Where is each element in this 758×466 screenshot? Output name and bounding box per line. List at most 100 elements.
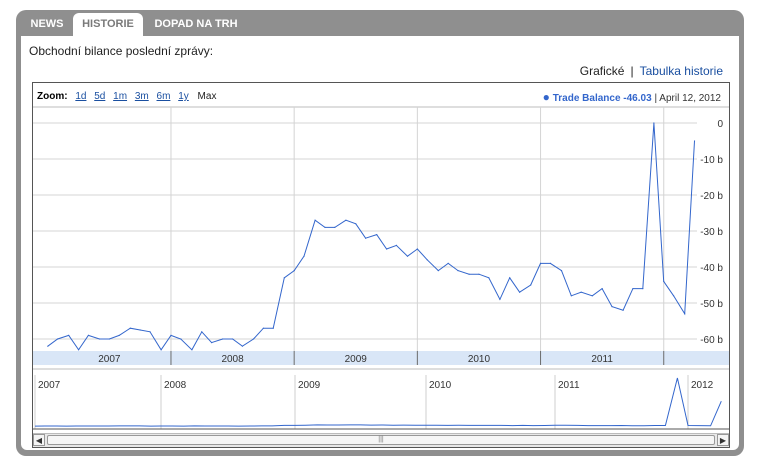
zoom-1d[interactable]: 1d: [75, 91, 87, 102]
data-point: [468, 273, 470, 275]
data-point: [365, 237, 367, 239]
data-point: [693, 140, 696, 142]
history-panel: Obchodní bilance poslední zprávy: Grafic…: [21, 36, 739, 450]
data-point: [139, 329, 141, 331]
navigator-tick-label: 2010: [429, 380, 452, 391]
navigator-tick-label: 2007: [38, 380, 61, 391]
data-point: [149, 331, 151, 333]
grip-icon: |||: [378, 436, 384, 443]
legend-date: April 12, 2012: [659, 93, 721, 104]
data-point: [118, 334, 120, 336]
chevron-right-icon: ▶: [719, 436, 727, 445]
zoom-1y[interactable]: 1y: [178, 91, 189, 102]
x-tick-label: 2010: [468, 354, 491, 365]
data-point: [252, 338, 255, 340]
data-point: [509, 277, 511, 279]
zoom-max[interactable]: Max: [197, 91, 217, 102]
data-point: [395, 244, 398, 246]
navigator-tick-label: 2009: [298, 380, 321, 391]
x-tick-label: 2009: [345, 354, 368, 365]
x-tick-label: 2008: [221, 354, 244, 365]
data-point: [457, 270, 459, 272]
data-point: [570, 295, 572, 297]
navigator-tick-label: 2008: [164, 380, 187, 391]
y-tick-label: -20 b: [700, 191, 723, 202]
data-point: [324, 226, 326, 228]
navigator-line: [34, 377, 722, 427]
tab-news[interactable]: NEWS: [30, 18, 64, 30]
data-point: [580, 291, 582, 293]
data-point: [684, 313, 686, 315]
data-point: [549, 262, 552, 264]
tab-historie[interactable]: HISTORIE: [73, 13, 143, 36]
zoom-label: Zoom:: [37, 91, 68, 102]
chart-container: 0 -10 b -20 b -30 b -40 b -50 b -60 b 2007 2008 2…: [32, 82, 730, 448]
y-tick-label: -10 b: [700, 155, 723, 166]
y-tick-label: -50 b: [700, 299, 723, 310]
data-point: [632, 288, 634, 290]
scroll-left-button[interactable]: ◀: [33, 434, 45, 446]
legend-separator: |: [654, 93, 658, 104]
widget-frame: NEWS HISTORIE DOPAD NA TRH Obchodní bila…: [16, 10, 744, 456]
legend-series: Trade Balance -46.03: [552, 93, 652, 104]
y-tick-label: 0: [717, 119, 723, 130]
scroll-right-button[interactable]: ▶: [717, 434, 729, 446]
data-point: [272, 327, 274, 329]
zoom-1m[interactable]: 1m: [113, 91, 128, 102]
data-point: [437, 270, 439, 272]
data-point: [98, 338, 101, 340]
chart-scrollbar[interactable]: ◀ ||| ▶: [33, 433, 729, 447]
panel-heading: Obchodní bilance poslední zprávy:: [29, 44, 214, 58]
data-point: [231, 338, 234, 340]
data-point: [385, 248, 388, 250]
data-point: [87, 334, 90, 336]
view-switch: Grafické | Tabulka historie: [580, 64, 723, 78]
data-point: [191, 349, 193, 351]
data-point: [180, 338, 182, 340]
data-point: [611, 306, 613, 308]
data-point: [355, 223, 357, 225]
navigator-tick-label: 2012: [691, 380, 714, 391]
data-point: [293, 270, 295, 272]
data-point: [160, 349, 162, 351]
data-point: [170, 334, 172, 336]
x-tick-label: 2011: [591, 354, 613, 365]
zoom-5d[interactable]: 5d: [94, 91, 106, 102]
trade-balance-chart[interactable]: 0 -10 b -20 b -30 b -40 b -50 b -60 b 2007 2008 2…: [33, 83, 729, 447]
data-point: [601, 288, 603, 290]
data-point: [560, 270, 563, 272]
data-point: [672, 295, 675, 297]
navigator-tick-label: 2011: [558, 380, 580, 391]
data-point: [314, 219, 316, 221]
data-point: [262, 327, 264, 329]
data-point: [447, 262, 449, 264]
x-tick-label: 2007: [98, 354, 121, 365]
data-point: [303, 255, 305, 257]
zoom-3m[interactable]: 3m: [134, 91, 149, 102]
table-history-link[interactable]: Tabulka historie: [639, 64, 723, 78]
chart-legend: ● Trade Balance -46.03 | April 12, 2012: [543, 90, 721, 104]
graphic-view-link[interactable]: Grafické: [579, 64, 625, 78]
tab-dopad-na-trh[interactable]: DOPAD NA TRH: [154, 18, 238, 30]
data-point: [47, 345, 49, 347]
data-point: [653, 122, 655, 124]
data-point: [334, 226, 336, 228]
data-point: [108, 338, 110, 340]
data-point: [222, 338, 224, 340]
data-point: [426, 259, 428, 261]
data-point: [345, 219, 347, 221]
data-point: [241, 345, 244, 347]
data-point: [201, 331, 203, 333]
data-point: [211, 342, 213, 344]
data-point: [539, 262, 542, 264]
data-point: [519, 291, 521, 293]
y-tick-label: -40 b: [700, 263, 723, 274]
scroll-thumb[interactable]: |||: [47, 435, 715, 445]
y-tick-label: -30 b: [700, 227, 723, 238]
data-point: [591, 295, 593, 297]
data-point: [478, 273, 480, 275]
data-point: [376, 234, 378, 236]
data-point: [57, 338, 59, 340]
zoom-6m[interactable]: 6m: [156, 91, 171, 102]
data-point: [663, 280, 665, 282]
